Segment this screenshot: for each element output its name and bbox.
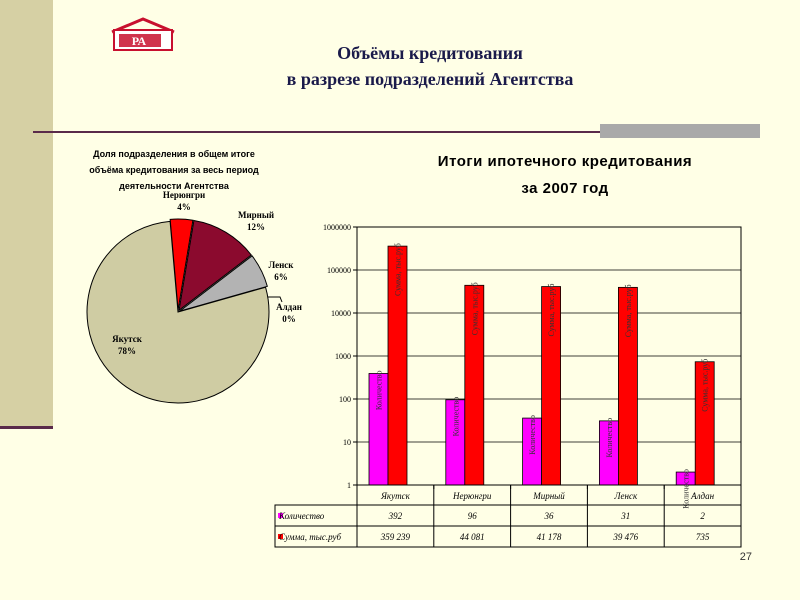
pie-slice-нерюнгри — [169, 218, 194, 311]
pie-slice-ленск — [179, 255, 268, 312]
bar-series-label: Сумма, тыс.руб — [701, 359, 710, 412]
bar-title-line-2: за 2007 год — [521, 180, 609, 197]
pie-slice-мирный — [178, 219, 253, 312]
y-tick-label: 1000000 — [323, 223, 351, 232]
y-tick-label: 1 — [347, 481, 351, 490]
pie-chart-title: Доля подразделения в общем итоге объёма … — [68, 146, 280, 194]
series-name-сумма-тыс-руб: Сумма, тыс.руб — [279, 532, 341, 542]
pie-label-алдан: Алдан 0% — [276, 302, 302, 324]
bar-series-label: Сумма, тыс.руб — [624, 284, 633, 337]
page-title: Объёмы кредитования в разрезе подразделе… — [200, 40, 660, 92]
left-decor-bar — [0, 0, 53, 428]
category-label-ленск: Ленск — [613, 491, 638, 501]
bar-series-label: Количество — [528, 415, 537, 455]
bar-title-line-1: Итоги ипотечного кредитования — [437, 153, 693, 170]
header-divider — [33, 131, 760, 133]
data-label-количество-алдан: 2 — [700, 511, 705, 521]
category-label-нерюнгри: Нерюнгри — [452, 491, 492, 501]
data-label-количество-нерюнгри: 96 — [468, 511, 478, 521]
agency-logo: РА — [111, 17, 175, 51]
bar-series-label: Сумма, тыс.руб — [470, 282, 479, 335]
pie-title-line-3: деятельности Агентства — [119, 181, 229, 191]
series-name-количество: Количество — [278, 511, 325, 521]
data-label-количество-якутск: 392 — [388, 511, 403, 521]
data-label-количество-мирный: 36 — [544, 511, 555, 521]
y-tick-label: 1000 — [335, 352, 351, 361]
bar-series-label: Количество — [682, 469, 691, 509]
pie-title-line-1: Доля подразделения в общем итоге — [93, 149, 255, 159]
y-tick-label: 10000 — [331, 309, 351, 318]
pie-leader-line — [268, 296, 283, 303]
header-accent-block — [600, 124, 760, 138]
bar-chart-title: Итоги ипотечного кредитования за 2007 го… — [390, 148, 740, 202]
y-tick-label: 100 — [339, 395, 351, 404]
bar-series-label: Сумма, тыс.руб — [394, 243, 403, 296]
data-label-сумма-тыс-руб-ленск: 39 476 — [612, 532, 638, 542]
pie-label-ленск: Ленск 6% — [268, 260, 294, 282]
y-tick-label: 100000 — [327, 266, 351, 275]
logo-text: РА — [132, 34, 147, 48]
category-label-мирный: Мирный — [532, 491, 565, 501]
left-divider — [0, 426, 53, 429]
data-label-сумма-тыс-руб-нерюнгри: 44 081 — [460, 532, 485, 542]
data-label-сумма-тыс-руб-алдан: 735 — [696, 532, 710, 542]
bar-series-label: Сумма, тыс.руб — [547, 284, 556, 337]
page-number: 27 — [739, 551, 752, 563]
bar-series-label: Количество — [451, 397, 460, 437]
category-label-алдан: Алдан — [690, 491, 714, 501]
legend-key-количество — [278, 513, 283, 518]
page-title-line-2: в разрезе подразделений Агентства — [286, 69, 574, 89]
data-label-сумма-тыс-руб-якутск: 359 239 — [380, 532, 411, 542]
pie-label-якутск: Якутск 78% — [112, 334, 143, 356]
category-label-якутск: Якутск — [380, 491, 411, 501]
page-title-line-1: Объёмы кредитования — [337, 43, 523, 63]
legend-key-сумма-тыс-руб — [278, 534, 283, 539]
pie-label-нерюнгри: Нерюнгри 4% — [163, 190, 205, 212]
y-tick-label: 10 — [343, 438, 351, 447]
pie-title-line-2: объёма кредитования за весь период — [89, 165, 259, 175]
bar-series-label: Количество — [605, 418, 614, 458]
pie-slice-якутск — [86, 220, 270, 404]
bar-series-label: Количество — [375, 370, 384, 410]
data-label-количество-ленск: 31 — [620, 511, 630, 521]
pie-label-мирный: Мирный 12% — [238, 210, 274, 232]
data-label-сумма-тыс-руб-мирный: 41 178 — [537, 532, 562, 542]
